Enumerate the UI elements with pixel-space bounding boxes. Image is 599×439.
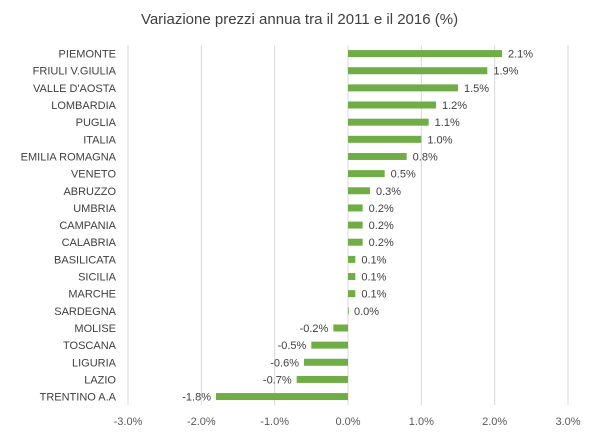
category-label: VALLE D'AOSTA — [33, 83, 117, 95]
category-label: EMILIA ROMAGNA — [21, 151, 117, 163]
value-label: 1.9% — [493, 66, 518, 78]
category-label: MOLISE — [74, 323, 116, 335]
value-label: 1.5% — [464, 83, 489, 95]
x-tick-label: 3.0% — [555, 416, 580, 428]
category-label: LIGURIA — [72, 357, 117, 369]
value-label: 1.0% — [427, 134, 452, 146]
value-label: -1.8% — [182, 392, 211, 404]
value-label: -0.2% — [300, 323, 329, 335]
value-labels: 2.1% 1.9% 1.5% 1.2% 1.1% 1.0% 0.8% 0.5% 0.3% 0.2%… — [182, 49, 533, 404]
bar — [348, 187, 370, 195]
value-label: 0.2% — [369, 237, 394, 249]
bar — [296, 375, 348, 383]
bar — [348, 273, 356, 281]
bar — [348, 204, 363, 212]
category-label: ABRUZZO — [63, 186, 116, 198]
x-tick-label: 0.0% — [335, 416, 360, 428]
bar — [311, 341, 348, 349]
category-label: CAMPANIA — [59, 220, 116, 232]
value-label: 0.0% — [354, 306, 379, 318]
value-label: 1.1% — [435, 117, 460, 129]
bar — [348, 290, 356, 298]
category-label: SARDEGNA — [54, 306, 116, 318]
value-label: -0.5% — [278, 340, 307, 352]
bar — [348, 221, 363, 229]
value-label: 1.2% — [442, 100, 467, 112]
category-label: VENETO — [71, 169, 116, 181]
category-label: ITALIA — [83, 134, 116, 146]
x-tick-label: 1.0% — [409, 416, 434, 428]
bar — [348, 170, 385, 178]
bar — [348, 50, 502, 58]
bar — [348, 67, 488, 75]
category-label: BASILICATA — [54, 254, 117, 266]
bar — [348, 152, 407, 160]
category-label: MARCHE — [68, 289, 116, 301]
value-label: 0.1% — [361, 254, 386, 266]
value-label: 0.2% — [369, 203, 394, 215]
chart-title: Variazione prezzi annua tra il 2011 e il… — [141, 11, 458, 28]
category-label: LOMBARDIA — [51, 100, 116, 112]
value-label: 0.1% — [361, 289, 386, 301]
bar — [348, 238, 363, 246]
value-label: 0.3% — [376, 186, 401, 198]
value-label: 0.2% — [369, 220, 394, 232]
value-label: 0.8% — [413, 151, 438, 163]
bars — [216, 50, 502, 401]
bar — [348, 135, 422, 143]
category-label: UMBRIA — [73, 203, 116, 215]
bar — [348, 307, 349, 315]
category-label: CALABRIA — [62, 237, 117, 249]
value-label: -0.7% — [263, 374, 292, 386]
bar — [348, 84, 458, 92]
value-label: 0.5% — [391, 169, 416, 181]
category-label: LAZIO — [84, 374, 116, 386]
x-tick-label: 2.0% — [482, 416, 507, 428]
category-label: PUGLIA — [76, 117, 117, 129]
bar — [304, 358, 348, 366]
bar — [348, 101, 436, 109]
bar — [348, 255, 356, 263]
bar — [216, 393, 348, 401]
category-label: TOSCANA — [63, 340, 117, 352]
category-label: PIEMONTE — [59, 49, 116, 61]
category-labels: PIEMONTE FRIULI V.GIULIA VALLE D'AOSTA LOMB… — [21, 49, 117, 404]
x-tick-label: -1.0% — [260, 416, 289, 428]
value-label: -0.6% — [270, 357, 299, 369]
value-label: 2.1% — [508, 49, 533, 61]
x-tick-label: -3.0% — [114, 416, 143, 428]
category-label: FRIULI V.GIULIA — [33, 66, 117, 78]
bar — [348, 118, 429, 126]
value-label: 0.1% — [361, 272, 386, 284]
x-tick-label: -2.0% — [187, 416, 216, 428]
x-axis-tick-labels: -3.0% -2.0% -1.0% 0.0% 1.0% 2.0% 3.0% — [114, 416, 581, 428]
bar — [333, 324, 348, 332]
category-label: TRENTINO A.A — [40, 392, 117, 404]
category-label: SICILIA — [78, 272, 117, 284]
